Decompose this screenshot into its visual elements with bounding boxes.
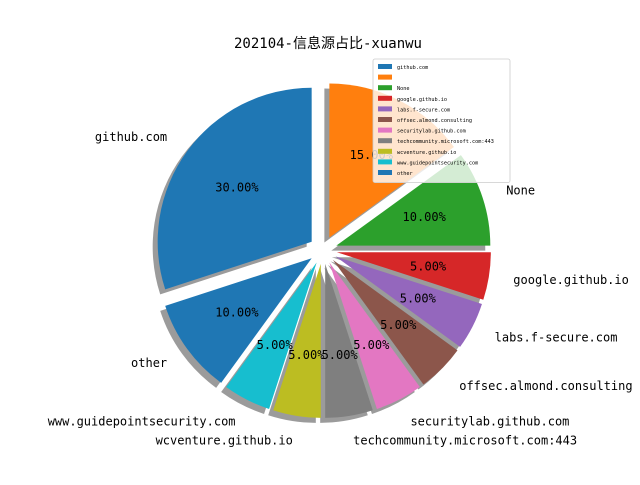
legend-frame [372, 58, 511, 183]
legend-swatch-google-github-io [378, 95, 392, 101]
legend-label-www-guidepointsecurity-com: www.guidepointsecurity.com [397, 160, 478, 166]
pct-label-google-github-io: 5.00% [410, 260, 447, 274]
legend-label-techcommunity-microsoft-com-443: techcommunity.microsoft.com:443 [397, 139, 494, 145]
slice-label-securitylab-github-com: securitylab.github.com [410, 415, 569, 429]
legend-label-other: other [397, 171, 413, 177]
legend-swatch-securitylab-github-com [378, 127, 392, 133]
legend: github.com None google.github.io labs.f-sec… [372, 58, 511, 183]
legend-swatch-slice-1 [378, 74, 392, 80]
pie-slice-google-github-io [336, 252, 491, 300]
pct-label-github-com: 30.00% [215, 180, 259, 194]
legend-swatch-labs-f-secure-com [378, 106, 392, 112]
pct-label-www-guidepointsecurity-com: 5.00% [257, 338, 294, 352]
pie-slice-www-guidepointsecurity-com [226, 262, 317, 409]
legend-swatch-offsec-almond-consulting [378, 117, 392, 122]
legend-label-wcventure-github-io: wcventure.github.io [397, 150, 456, 156]
pie-slice-other [165, 258, 312, 383]
legend-label-google-github-io: google.github.io [397, 97, 447, 103]
pct-label-techcommunity-microsoft-com-443: 5.00% [322, 348, 359, 362]
percentage-labels: 30.00%10.00%5.00%5.00%5.00%5.00%5.00%5.0… [215, 148, 447, 362]
legend-label-securitylab-github-com: securitylab.github.com [397, 129, 466, 135]
slice-label-offsec-almond-consulting: offsec.almond.consulting [459, 379, 632, 393]
pct-label-other: 10.00% [215, 306, 259, 320]
pie-slice-securitylab-github-com [329, 262, 420, 409]
legend-label-none: None [397, 86, 410, 92]
pie-slice-techcommunity-microsoft-com-443 [325, 263, 373, 418]
pct-label-none: 10.00% [403, 210, 447, 224]
slice-label-google-github-io: google.github.io [513, 273, 629, 287]
legend-swatch-techcommunity-microsoft-com-443 [378, 138, 392, 144]
legend-swatch-github-com [378, 64, 392, 69]
legend-swatch-wcventure-github-io [378, 148, 392, 154]
pct-label-wcventure-github-io: 5.00% [288, 348, 325, 362]
legend-label-offsec-almond-consulting: offsec.almond.consulting [397, 118, 472, 124]
slice-label-none: None [506, 183, 535, 197]
pie-slice-offsec-almond-consulting [332, 259, 458, 385]
legend-label-labs-f-secure-com: labs.f-secure.com [397, 107, 450, 113]
slice-label-wcventure-github-io: wcventure.github.io [156, 433, 293, 447]
legend-swatch-none [378, 85, 392, 91]
slice-label-www-guidepointsecurity-com: www.guidepointsecurity.com [48, 415, 236, 429]
pct-label-offsec-almond-consulting: 5.00% [380, 318, 417, 332]
pct-label-securitylab-github-com: 5.00% [353, 338, 390, 352]
slice-label-other: other [131, 356, 167, 370]
pie-slice-labs-f-secure-com [335, 256, 482, 347]
pie-slice-wcventure-github-io [273, 263, 321, 418]
legend-swatch-other [378, 170, 392, 175]
slice-label-techcommunity-microsoft-com-443: techcommunity.microsoft.com:443 [353, 433, 577, 447]
slice-labels: github.com other www.guidepointsecurity.co… [48, 130, 633, 447]
slice-label-github-com: github.com [95, 130, 167, 144]
slice-label-labs-f-secure-com: labs.f-secure.com [495, 330, 618, 344]
chart-title: 202104-信息源占比-xuanwu [234, 35, 422, 52]
pie-slice-github-com [157, 87, 312, 290]
legend-label-github-com: github.com [397, 65, 428, 71]
pct-label-labs-f-secure-com: 5.00% [400, 291, 437, 305]
legend-swatch-www-guidepointsecurity-com [378, 159, 392, 165]
